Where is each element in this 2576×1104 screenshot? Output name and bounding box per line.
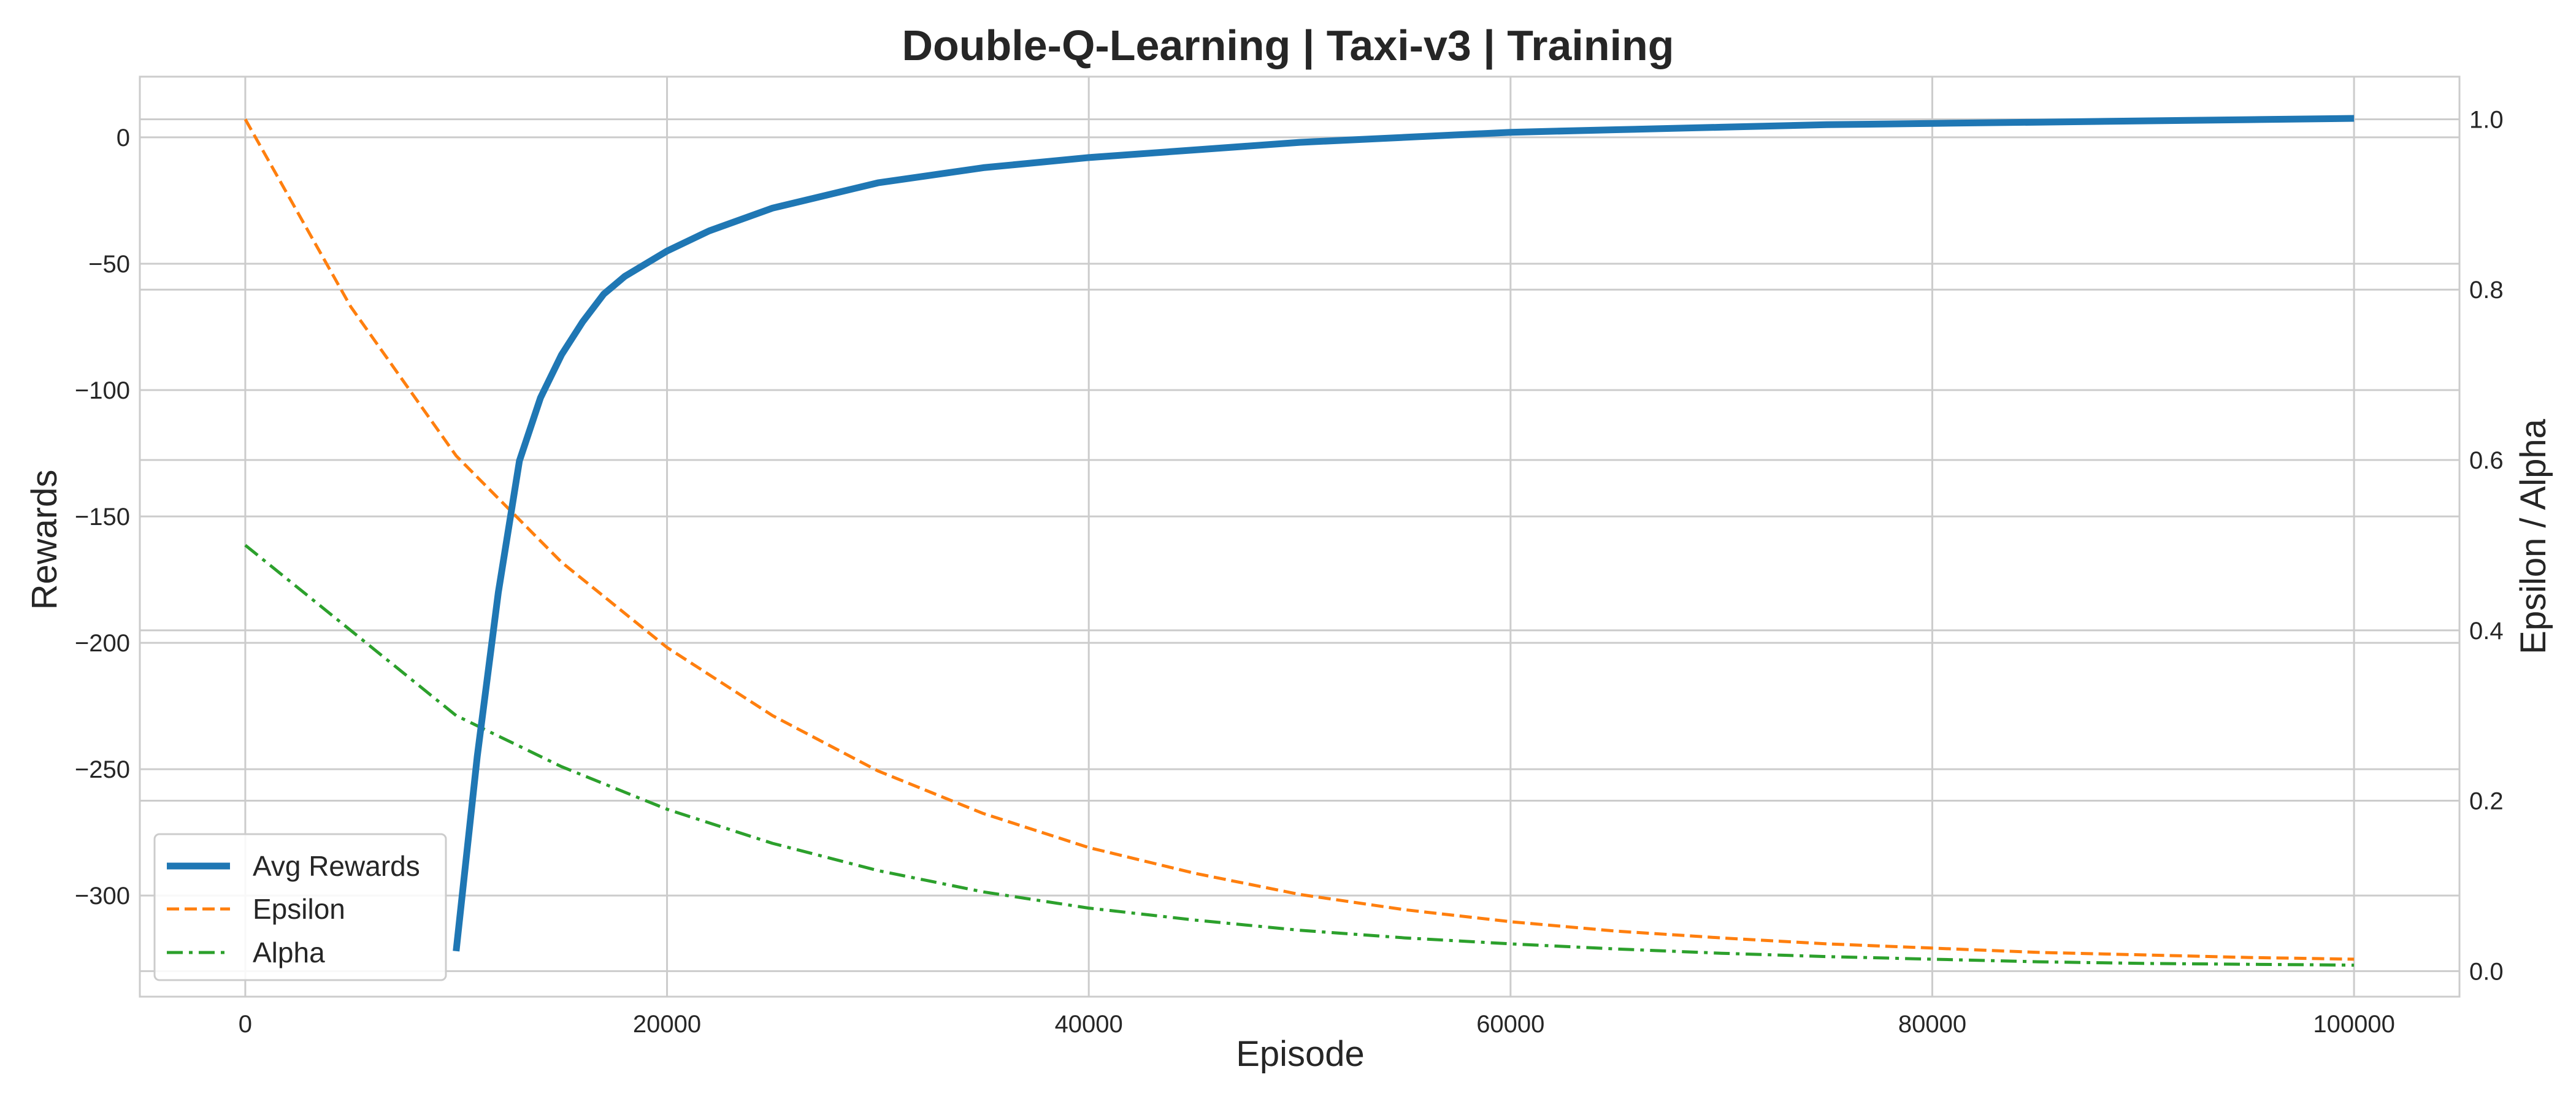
legend-label-epsilon: Epsilon [253,893,345,925]
legend: Avg Rewards Epsilon Alpha [153,833,447,981]
y-right-tick-label: 1.0 [2469,106,2504,133]
y-left-tick-label: −50 [88,251,130,278]
x-axis-label: Episode [1236,1034,1365,1074]
tick-labels: 0 20000 40000 60000 80000 100000 0 −50 −100 −150 −… [75,106,2504,1038]
series-line-alpha [244,543,2355,967]
y-right-tick-label: 0.2 [2469,788,2504,815]
x-tick-label: 80000 [1898,1011,1966,1038]
x-tick-label: 20000 [633,1011,701,1038]
y-left-tick-label: −250 [75,756,130,783]
legend-box [153,833,447,981]
y-left-tick-label: −200 [75,630,130,657]
series-line-avg-rewards [453,115,2355,952]
y-right-tick-label: 0.4 [2469,618,2504,645]
legend-label-avg-rewards: Avg Rewards [253,850,420,882]
plot-frame [139,75,2461,998]
legend-label-alpha: Alpha [253,937,325,968]
y-right-axis-label: Epsilon / Alpha [2513,418,2553,654]
y-left-tick-label: −300 [75,883,130,910]
y-right-tick-label: 0.6 [2469,447,2504,474]
y-left-tick-label: −150 [75,504,130,531]
series-layer [243,115,2355,967]
y-right-tick-label: 0.8 [2469,277,2504,304]
x-tick-label: 60000 [1476,1011,1544,1038]
x-tick-label: 100000 [2313,1011,2394,1038]
y-left-tick-label: 0 [117,125,130,151]
chart-title: Double-Q-Learning | Taxi-v3 | Training [902,21,1674,70]
x-tick-label: 40000 [1055,1011,1123,1038]
y-left-axis-label: Rewards [25,470,64,610]
x-tick-label: 0 [239,1011,252,1038]
y-right-tick-label: 0.0 [2469,958,2504,985]
y-left-tick-label: −100 [75,377,130,404]
series-line-epsilon [243,118,2355,961]
